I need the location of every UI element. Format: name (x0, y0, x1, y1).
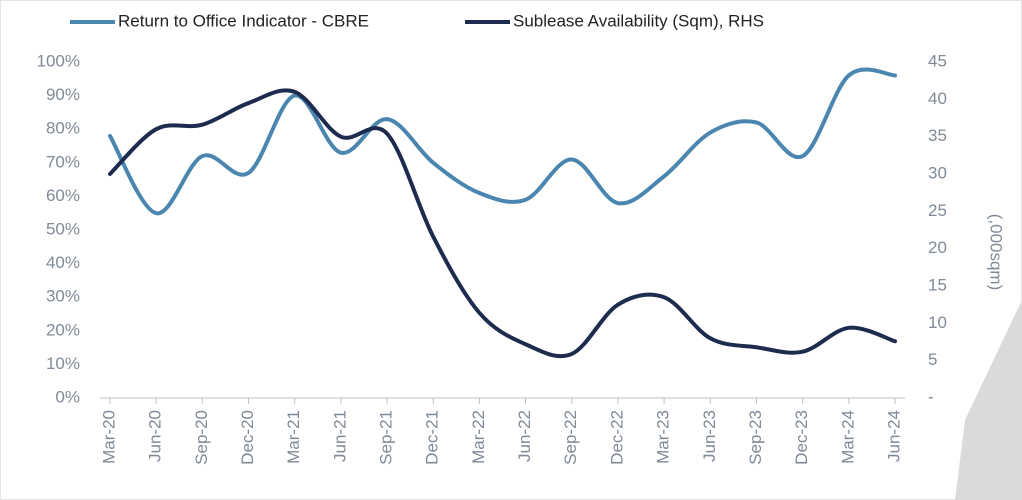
x-tick-label: Mar-24 (838, 410, 857, 464)
x-tick-label: Mar-21 (284, 410, 303, 464)
x-tick-label: Jun-22 (515, 410, 534, 462)
legend-label: Sublease Availability (Sqm), RHS (513, 11, 764, 30)
series-line (108, 88, 897, 359)
x-tick-label: Dec-21 (423, 410, 442, 465)
y2-tick-label: 35 (928, 126, 947, 145)
y-tick-label: 10% (46, 354, 80, 373)
y2-tick-label: 20 (928, 238, 947, 257)
decoration (955, 300, 1022, 500)
y-tick-label: 70% (46, 152, 80, 171)
y-tick-label: 20% (46, 320, 80, 339)
y-tick-label: 40% (46, 253, 80, 272)
series-line (108, 67, 897, 216)
y-tick-label: 50% (46, 219, 80, 238)
y-tick-label: 90% (46, 85, 80, 104)
y-tick-label: 30% (46, 287, 80, 306)
x-tick-label: Sep-22 (561, 410, 580, 465)
x-tick-label: Sep-20 (192, 410, 211, 465)
x-tick-label: Jun-23 (700, 410, 719, 462)
y2-tick-label: 30 (928, 163, 947, 182)
x-tick-label: Dec-23 (792, 410, 811, 465)
legend: Return to Office Indicator - CBRE Subleas… (70, 11, 764, 30)
y2-tick-label: 10 (928, 313, 947, 332)
y2-tick-label: 15 (928, 275, 947, 294)
x-tick-label: Mar-22 (469, 410, 488, 464)
x-tick-label: Sep-23 (746, 410, 765, 465)
y2-tick-label: 45 (928, 51, 947, 70)
y2-axis-label: (,000sqm) (987, 214, 1006, 291)
y-tick-label: 0% (55, 387, 80, 406)
legend-label: Return to Office Indicator - CBRE (118, 11, 369, 30)
x-tick-label: Mar-20 (99, 410, 118, 464)
x-tick-label: Jun-24 (884, 410, 903, 462)
x-tick-label: Dec-20 (238, 410, 257, 465)
x-tick-label: Sep-21 (377, 410, 396, 465)
y-tick-label: 60% (46, 186, 80, 205)
y2-tick-label: 5 (928, 350, 937, 369)
x-tick-label: Mar-23 (654, 410, 673, 464)
y2-tick-label: 25 (928, 201, 947, 220)
x-tick-label: Jun-20 (146, 410, 165, 462)
x-tick-label: Jun-21 (330, 410, 349, 462)
y-tick-label: 80% (46, 119, 80, 138)
y2-tick-label: 40 (928, 89, 947, 108)
y-tick-label: 100% (37, 51, 80, 70)
y2-tick-label: - (928, 387, 934, 406)
x-tick-label: Dec-22 (607, 410, 626, 465)
